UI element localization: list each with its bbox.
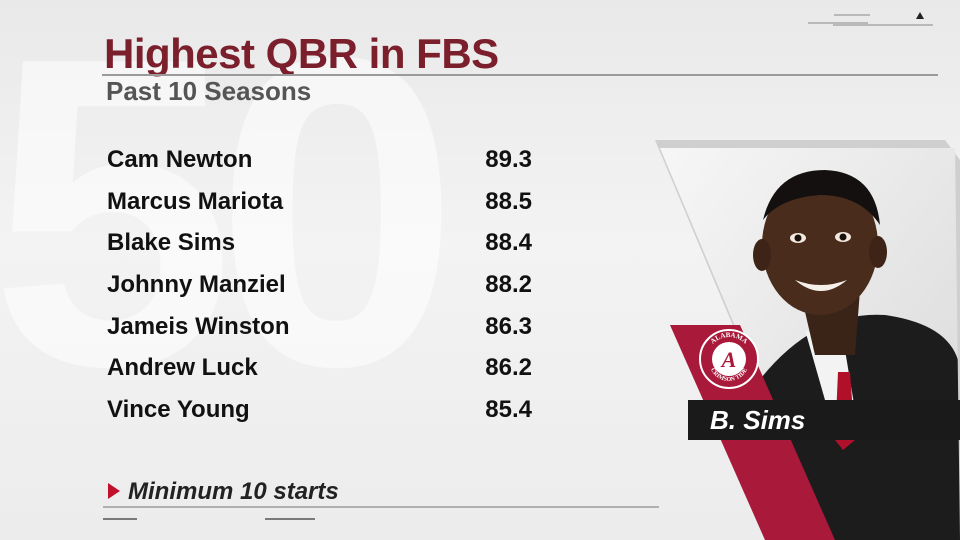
player-name: Johnny Manziel [107, 271, 286, 299]
list-item: Cam Newton 89.3 [107, 140, 532, 182]
player-name: Jameis Winston [107, 312, 290, 340]
player-name: Andrew Luck [107, 354, 258, 382]
top-corner-lines [808, 10, 934, 30]
qbr-value: 88.5 [485, 187, 532, 215]
player-tag: B. Sims [710, 405, 806, 435]
footnote-text: Minimum 10 starts [128, 478, 339, 505]
player-name: Vince Young [107, 396, 250, 424]
footnote: Minimum 10 starts [108, 478, 339, 506]
qbr-value: 85.4 [485, 396, 532, 424]
player-name: Marcus Mariota [107, 187, 284, 215]
logo-letter: A [720, 347, 737, 372]
list-item: Marcus Mariota 88.5 [107, 182, 532, 224]
qbr-value: 86.3 [485, 312, 532, 340]
list-item: Johnny Manziel 88.2 [107, 265, 532, 307]
player-name: Blake Sims [107, 229, 236, 257]
qbr-value: 86.2 [485, 354, 532, 382]
qbr-value: 88.4 [485, 229, 532, 257]
bottom-tick [103, 518, 137, 520]
list-item: Jameis Winston 86.3 [107, 307, 532, 349]
qbr-value: 89.3 [485, 146, 532, 173]
player-tag-bar [688, 400, 960, 440]
bottom-divider [103, 506, 659, 508]
top-arrow-icon [916, 12, 924, 19]
page-title: Highest QBR in FBS [104, 30, 499, 77]
play-arrow-icon [108, 482, 120, 499]
qbr-list: Cam Newton 89.3 Marcus Mariota 88.5 Blake … [107, 140, 532, 432]
player-name: Cam Newton [107, 146, 253, 173]
qbr-value: 88.2 [485, 271, 532, 299]
list-item: Vince Young 85.4 [107, 390, 532, 432]
bottom-tick [265, 518, 315, 520]
alabama-logo-icon: ALABAMA CRIMSON TIDE A [699, 329, 759, 389]
page-subtitle: Past 10 Seasons [106, 76, 312, 106]
top-corner-rule [833, 24, 933, 26]
list-item: Andrew Luck 86.2 [107, 348, 532, 390]
list-item: Blake Sims 88.4 [107, 223, 532, 265]
title-divider [102, 74, 938, 76]
